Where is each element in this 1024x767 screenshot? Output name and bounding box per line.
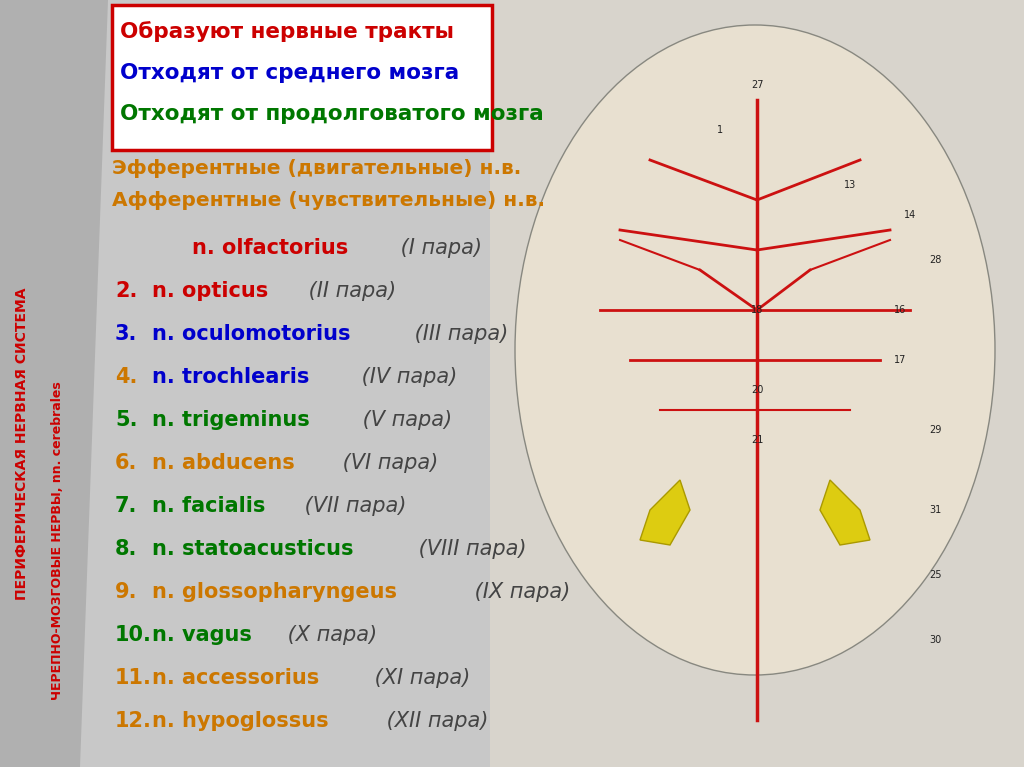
Text: 6.: 6.: [115, 453, 137, 473]
Text: (IV пара): (IV пара): [355, 367, 458, 387]
Text: (XII пара): (XII пара): [380, 711, 488, 731]
Text: 28: 28: [929, 255, 941, 265]
FancyBboxPatch shape: [112, 5, 492, 150]
Text: 3.: 3.: [115, 324, 137, 344]
Text: 25: 25: [929, 570, 941, 580]
Text: 5.: 5.: [115, 410, 137, 430]
Text: n. accessorius: n. accessorius: [152, 668, 319, 688]
Text: Отходят от продолговатого мозга: Отходят от продолговатого мозга: [120, 104, 544, 124]
Text: n. oculomotorius: n. oculomotorius: [152, 324, 350, 344]
Text: (VIII пара): (VIII пара): [412, 539, 526, 559]
Text: (XI пара): (XI пара): [368, 668, 470, 688]
Text: 12.: 12.: [115, 711, 152, 731]
Text: Эфферентные (двигательные) н.в.: Эфферентные (двигательные) н.в.: [112, 159, 521, 177]
Text: n. hypoglossus: n. hypoglossus: [152, 711, 329, 731]
Text: 20: 20: [751, 385, 763, 395]
Text: 4.: 4.: [115, 367, 137, 387]
Text: (I пара): (I пара): [393, 238, 481, 258]
Text: n. glossopharyngeus: n. glossopharyngeus: [152, 582, 397, 602]
Text: 7.: 7.: [115, 496, 137, 516]
Text: 1: 1: [717, 125, 723, 135]
Text: (V пара): (V пара): [355, 410, 452, 430]
Text: n. abducens: n. abducens: [152, 453, 295, 473]
Polygon shape: [640, 480, 690, 545]
Text: (VII пара): (VII пара): [298, 496, 407, 516]
Text: 31: 31: [929, 505, 941, 515]
Text: 29: 29: [929, 425, 941, 435]
Text: ЧЕРЕПНО-МОЗГОВЫЕ НЕРВЫ, nn. cerebrales: ЧЕРЕПНО-МОЗГОВЫЕ НЕРВЫ, nn. cerebrales: [51, 381, 65, 700]
Text: n. statoacusticus: n. statoacusticus: [152, 539, 353, 559]
Polygon shape: [0, 0, 108, 767]
Text: n. vagus: n. vagus: [152, 625, 252, 645]
Text: n. trigeminus: n. trigeminus: [152, 410, 309, 430]
Text: 11.: 11.: [115, 668, 152, 688]
Polygon shape: [820, 480, 870, 545]
Text: 14: 14: [904, 210, 916, 220]
Text: (VI пара): (VI пара): [336, 453, 438, 473]
FancyBboxPatch shape: [490, 0, 1024, 767]
Text: n. opticus: n. opticus: [152, 281, 268, 301]
Text: Афферентные (чувствительные) н.в.: Афферентные (чувствительные) н.в.: [112, 190, 545, 209]
Text: 27: 27: [751, 80, 763, 90]
Text: Отходят от среднего мозга: Отходят от среднего мозга: [120, 63, 459, 83]
Text: 9.: 9.: [115, 582, 137, 602]
Text: 17: 17: [894, 355, 906, 365]
Text: (X пара): (X пара): [281, 625, 377, 645]
Text: (II пара): (II пара): [302, 281, 396, 301]
Ellipse shape: [515, 25, 995, 675]
Text: n. olfactorius: n. olfactorius: [193, 238, 348, 258]
Text: 18: 18: [751, 305, 763, 315]
Text: (III пара): (III пара): [409, 324, 508, 344]
Text: 16: 16: [894, 305, 906, 315]
Text: Образуют нервные тракты: Образуют нервные тракты: [120, 21, 454, 42]
Text: n. facialis: n. facialis: [152, 496, 265, 516]
Text: n. trochlearis: n. trochlearis: [152, 367, 309, 387]
Text: 21: 21: [751, 435, 763, 445]
Text: 2.: 2.: [115, 281, 137, 301]
Text: 10.: 10.: [115, 625, 152, 645]
Text: ПЕРИФЕРИЧЕСКАЯ НЕРВНАЯ СИСТЕМА: ПЕРИФЕРИЧЕСКАЯ НЕРВНАЯ СИСТЕМА: [15, 288, 29, 600]
Text: (IX пара): (IX пара): [468, 582, 570, 602]
Text: 13: 13: [844, 180, 856, 190]
Text: 30: 30: [929, 635, 941, 645]
Text: 8.: 8.: [115, 539, 137, 559]
